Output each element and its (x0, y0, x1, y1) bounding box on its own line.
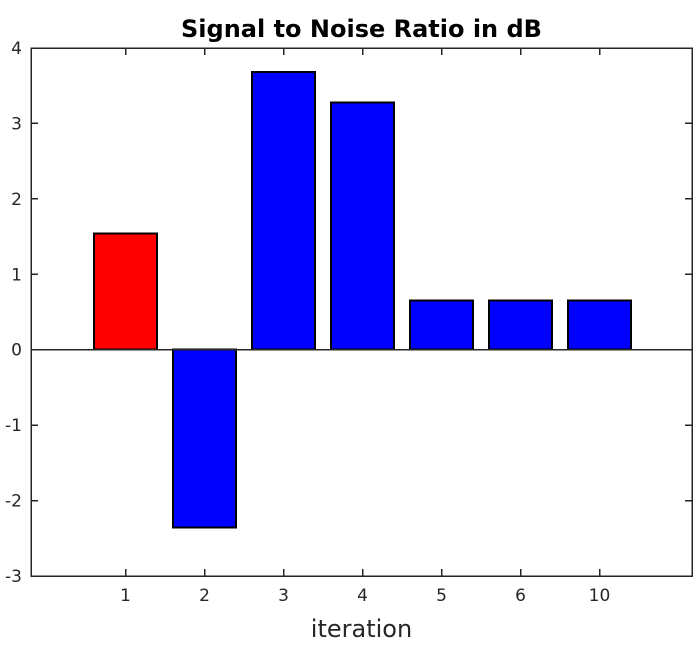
chart-title: Signal to Noise Ratio in dB (181, 15, 542, 43)
y-tick-label: 3 (11, 114, 22, 134)
y-tick-label: 0 (11, 341, 22, 361)
bar (409, 299, 474, 351)
y-tick-label: -2 (5, 492, 22, 512)
y-tick-label: 2 (11, 190, 22, 210)
x-tick-label: 10 (589, 586, 611, 606)
x-tick-label: 6 (515, 586, 526, 606)
x-axis-label: iteration (311, 615, 412, 643)
y-tick-label: -1 (5, 416, 22, 436)
bar (172, 348, 237, 529)
bar (330, 101, 395, 351)
bar (567, 299, 632, 351)
y-tick-label: -3 (5, 567, 22, 587)
bar (93, 232, 158, 351)
x-tick-label: 1 (120, 586, 131, 606)
tick-labels-group: -3 -2 -1 0 1 2 3 4 1 2 3 4 5 6 10 (5, 39, 610, 606)
x-tick-label: 3 (278, 586, 289, 606)
axes-group (30, 47, 693, 577)
x-tick-label: 2 (199, 586, 210, 606)
bar (488, 299, 553, 351)
y-tick-label: 4 (11, 39, 22, 59)
x-tick-label: 5 (436, 586, 447, 606)
bars-group (93, 71, 632, 529)
axes-box (30, 47, 693, 577)
y-tick-label: 1 (11, 265, 22, 285)
x-tick-label: 4 (357, 586, 368, 606)
bar (251, 71, 316, 351)
